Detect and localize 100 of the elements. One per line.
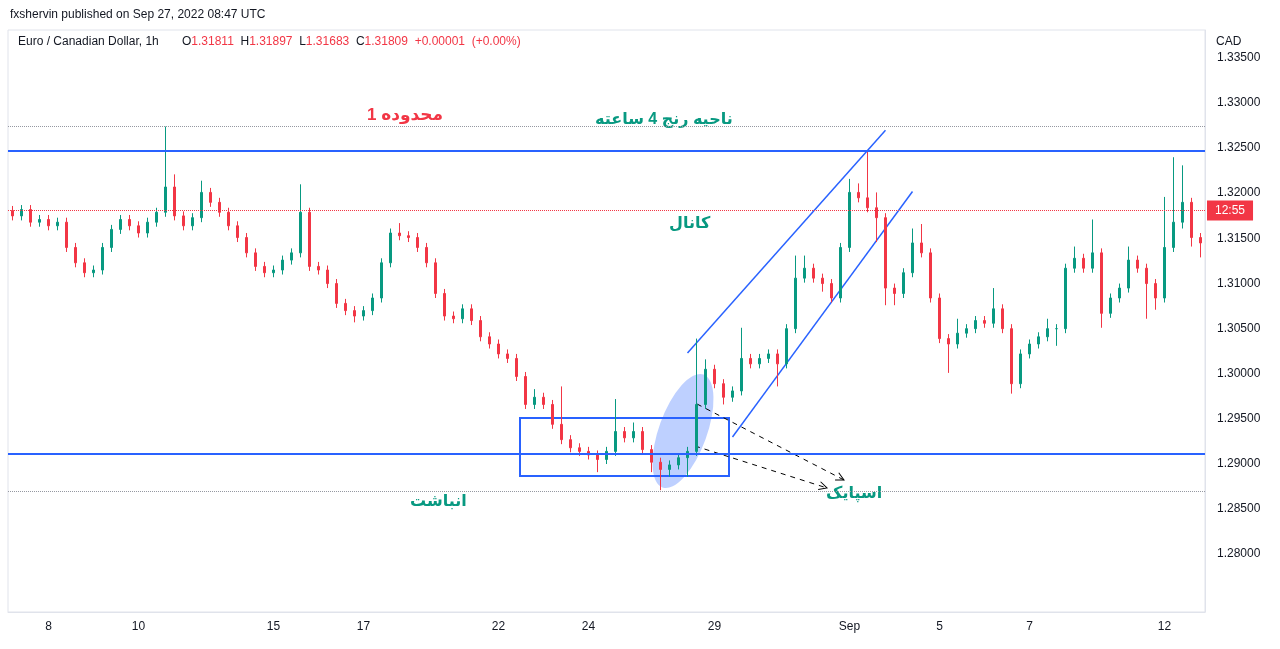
- candlestick: [884, 212, 887, 306]
- candlestick: [317, 261, 320, 276]
- x-tick-label: 17: [356, 619, 371, 633]
- candlestick: [182, 210, 185, 231]
- candlestick: [704, 358, 707, 410]
- candlestick: [101, 242, 104, 276]
- candlestick: [983, 315, 986, 329]
- x-tick-label: 22: [491, 619, 506, 633]
- candlestick: [236, 220, 239, 243]
- x-tick-label: 8: [45, 619, 53, 633]
- candlestick: [1010, 323, 1013, 395]
- candlestick: [776, 348, 779, 387]
- candlestick: [1091, 218, 1094, 274]
- candlestick: [443, 288, 446, 322]
- candlestick: [668, 459, 671, 478]
- y-tick-label: 1.29000: [1217, 456, 1261, 471]
- candlestick: [128, 214, 131, 231]
- x-tick-label: Sep: [838, 619, 861, 633]
- annotation: اسپایک: [826, 483, 883, 503]
- candlestick: [740, 327, 743, 396]
- candlestick: [596, 449, 599, 473]
- candlestick: [209, 187, 212, 208]
- text: fxshervin published on Sep 27, 2022 08:47 UTC: [10, 7, 266, 21]
- annotation: محدوده 1: [367, 105, 444, 125]
- candlestick: [1082, 253, 1085, 274]
- candlestick: [1154, 278, 1157, 311]
- candlestick: [659, 457, 662, 491]
- y-tick-label: 1.29500: [1217, 411, 1261, 425]
- candlestick: [272, 265, 275, 278]
- candlestick: [614, 398, 617, 457]
- candlestick: [299, 183, 302, 258]
- x-tick-label: 7: [1026, 619, 1034, 633]
- candlestick: [686, 446, 689, 478]
- candlestick: [767, 348, 770, 364]
- candlestick: [695, 338, 698, 457]
- candlestick: [974, 315, 977, 334]
- candlestick: [902, 267, 905, 299]
- candlestick: [1109, 292, 1112, 319]
- candlestick: [578, 442, 581, 457]
- candlestick: [1181, 164, 1184, 230]
- candlestick: [434, 257, 437, 299]
- candlestick: [65, 217, 68, 253]
- candlestick: [803, 255, 806, 284]
- candlestick: [254, 247, 257, 272]
- candlestick: [722, 378, 725, 405]
- candlestick: [1172, 156, 1175, 253]
- candlestick: [1001, 303, 1004, 334]
- candlestick: [371, 292, 374, 316]
- candlestick: [461, 303, 464, 324]
- candlestick: [1019, 348, 1022, 389]
- candlestick: [677, 452, 680, 470]
- candlestick: [785, 323, 788, 369]
- x-tick-label: 29: [707, 619, 722, 633]
- candlestick: [794, 255, 797, 334]
- candlestick: [641, 426, 644, 455]
- candlestick: [1037, 331, 1040, 350]
- candlestick: [506, 348, 509, 364]
- y-tick-label: 1.33500: [1217, 50, 1261, 65]
- candlestick: [398, 222, 401, 241]
- candlestick: [632, 422, 635, 443]
- candlestick: [110, 224, 113, 253]
- candlestick: [551, 399, 554, 430]
- candlestick: [992, 287, 995, 329]
- candlestick: [137, 220, 140, 239]
- candlestick: [74, 242, 77, 268]
- candlestick: [650, 444, 653, 473]
- candlestick: [497, 339, 500, 359]
- candlestick: [92, 265, 95, 278]
- candlestick: [20, 204, 23, 221]
- candlestick: [416, 232, 419, 253]
- candlestick: [344, 298, 347, 316]
- candlestick: [191, 212, 194, 231]
- candlestick: [713, 364, 716, 389]
- candlestick: [1118, 283, 1121, 303]
- candlestick: [749, 353, 752, 369]
- candlestick: [479, 315, 482, 342]
- candlestick: [947, 333, 950, 374]
- candlestick: [920, 223, 923, 258]
- candlestick: [956, 318, 959, 350]
- candlestick: [38, 214, 41, 228]
- candlestick: [848, 178, 851, 253]
- candlestick: [1073, 246, 1076, 274]
- candlestick: [911, 228, 914, 278]
- candlestick: [929, 247, 932, 303]
- candlestick: [623, 426, 626, 443]
- y-tick-label: 1.32000: [1217, 185, 1261, 200]
- candlestick: [200, 180, 203, 223]
- candlestick: [56, 217, 59, 231]
- candlestick: [542, 392, 545, 410]
- candlestick: [1199, 232, 1202, 258]
- x-tick-label: 10: [131, 619, 146, 633]
- candlestick: [857, 182, 860, 203]
- x-tick-label: 24: [581, 619, 596, 633]
- candlestick: [281, 255, 284, 276]
- candlestick: [812, 263, 815, 284]
- candlestick: [1028, 339, 1031, 359]
- candlestick: [164, 126, 167, 218]
- y-tick-label: 1.28000: [1217, 546, 1261, 561]
- candlestick: [938, 292, 941, 344]
- candlestick: [470, 303, 473, 326]
